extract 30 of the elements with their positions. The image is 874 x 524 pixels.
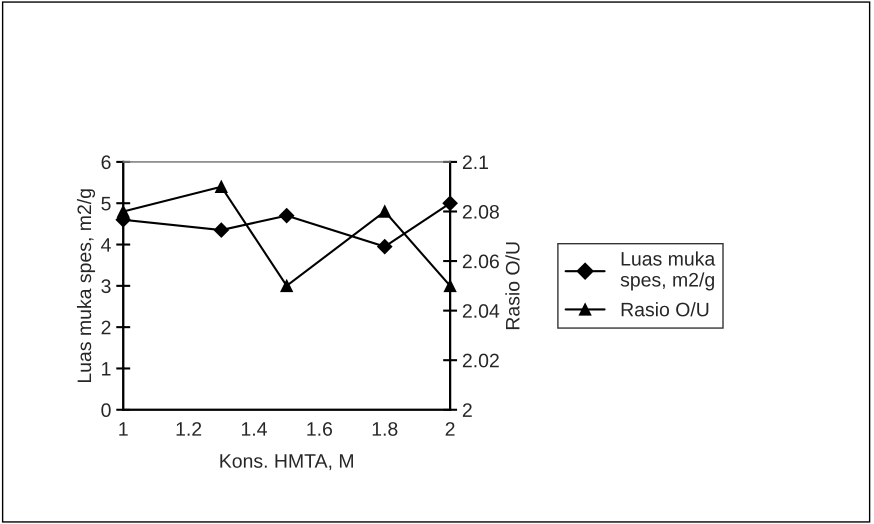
- point: [215, 180, 228, 193]
- y2-tick-label: 2: [462, 403, 472, 417]
- x-tick-label: 1.6: [307, 422, 332, 436]
- y2-axis-title: Rasio O/U: [505, 242, 520, 330]
- y-tick-label: 0: [101, 403, 111, 418]
- x-tick-label: 1.4: [242, 422, 267, 436]
- y-tick-label: 1: [102, 362, 110, 376]
- x-tick-label: 2: [446, 422, 455, 436]
- y-tick-label: 3: [101, 279, 111, 294]
- point: [279, 208, 294, 224]
- y2-tick-label: 2.08: [462, 204, 499, 219]
- point: [377, 239, 392, 254]
- y-axis-title: Luas muka spes, m2/g: [76, 189, 96, 382]
- x-axis-title: Kons. HMTA, M: [220, 454, 353, 470]
- legend-label: Rasio O/U: [622, 302, 708, 316]
- y2-tick-label: 2.02: [462, 354, 499, 368]
- point: [378, 205, 391, 218]
- y-tick-label: 2: [102, 320, 110, 334]
- y-tick-label: 5: [101, 196, 111, 210]
- point: [214, 222, 229, 238]
- point: [280, 280, 293, 292]
- x-tick-label: 1.2: [176, 422, 202, 436]
- y2-tick-label: 2.04: [462, 304, 500, 318]
- x-tick-label: 1: [119, 422, 128, 436]
- y-tick-label: 6: [102, 155, 111, 170]
- y2-tick-label: 2.06: [462, 254, 499, 268]
- x-tick-label: 1.8: [372, 422, 398, 436]
- y2-tick-label: 2.1: [462, 155, 488, 169]
- y-tick-label: 4: [101, 238, 111, 252]
- legend-label: Luas muka spes, m2/g: [620, 251, 716, 290]
